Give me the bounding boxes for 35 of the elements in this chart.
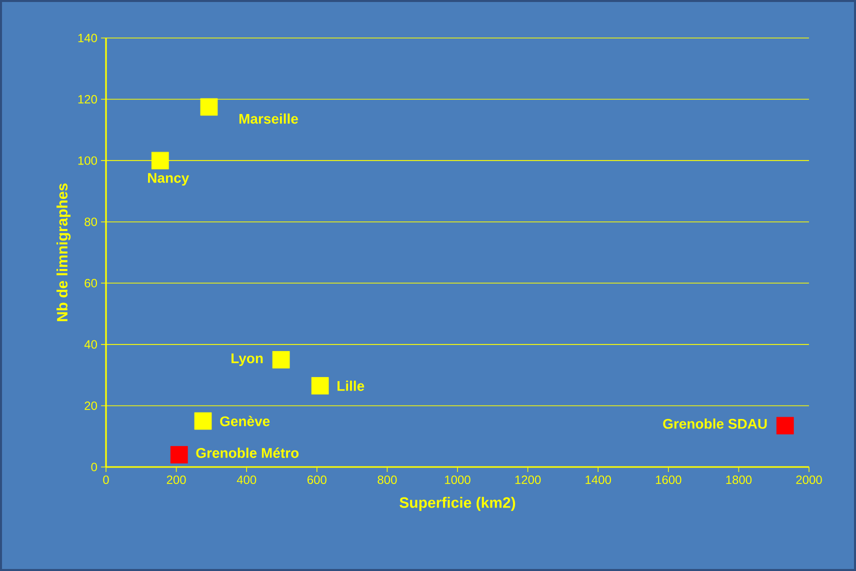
x-tick-label: 1000: [445, 476, 470, 484]
x-tick-label: 600: [308, 476, 326, 484]
x-tick-label: 1400: [586, 476, 611, 484]
x-axis-title: Superficie (km2): [400, 496, 516, 511]
point: [776, 416, 794, 434]
y-tick-label: 40: [84, 340, 98, 349]
x-tick-label: 1200: [515, 476, 541, 484]
point: [151, 152, 169, 170]
annotation: Grenoble Métro: [196, 448, 299, 458]
x-tick-label: 0: [103, 476, 109, 484]
x-tick-label: 400: [236, 476, 256, 484]
point: [200, 98, 218, 116]
x-tick-label: 800: [378, 476, 397, 484]
y-tick-label: 60: [84, 278, 98, 288]
point: [194, 412, 212, 430]
annotation: Genève: [220, 416, 270, 426]
annotation: Lille: [338, 380, 364, 391]
y-tick-label: 140: [78, 34, 98, 42]
annotation: Marseille: [239, 113, 298, 124]
x-tick-label: 1600: [656, 476, 682, 484]
x-tick-label: 200: [166, 476, 186, 484]
y-tick-label: 0: [91, 462, 98, 472]
point: [170, 446, 188, 464]
y-axis-title: Nb de limnigraphes: [56, 184, 71, 322]
x-tick-label: 1800: [726, 476, 752, 484]
point: [311, 377, 329, 394]
x-tick-label: 2000: [796, 476, 822, 484]
y-tick-label: 100: [78, 156, 98, 165]
y-tick-label: 120: [78, 95, 98, 104]
annotation: Lyon: [232, 353, 263, 366]
annotation: Grenoble SDAU: [663, 418, 767, 429]
annotation: Nancy: [148, 173, 190, 186]
y-tick-label: 20: [84, 401, 98, 410]
point: [272, 351, 290, 368]
y-tick-label: 80: [84, 218, 98, 226]
